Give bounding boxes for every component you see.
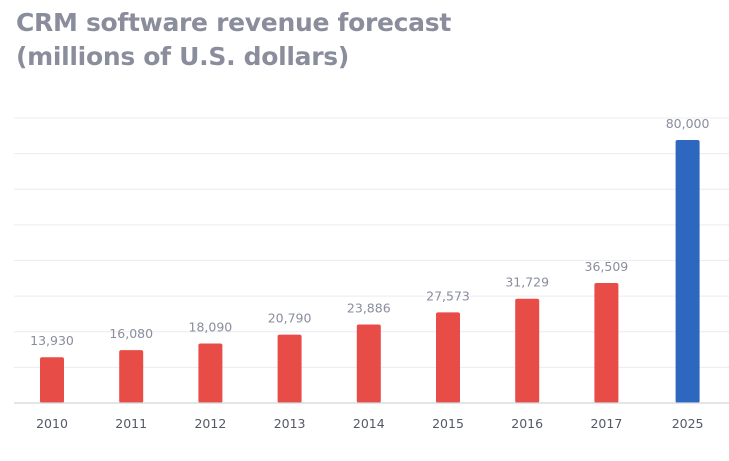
value-label-2011: 16,080 <box>109 326 153 341</box>
bar-2017 <box>594 282 619 403</box>
bar-2015 <box>436 312 460 403</box>
x-tick-label-2016: 2016 <box>511 416 543 431</box>
x-tick-label-2015: 2015 <box>432 416 464 431</box>
x-tick-label-2013: 2013 <box>274 416 306 431</box>
bar-2010 <box>40 357 64 403</box>
chart-title-line-2: (millions of U.S. dollars) <box>16 42 349 71</box>
bars <box>40 140 700 403</box>
x-tick-label-2010: 2010 <box>36 416 68 431</box>
bar-2016 <box>515 298 540 403</box>
bar-2025 <box>675 140 700 403</box>
x-tick-label-2011: 2011 <box>115 416 147 431</box>
bar-2011 <box>119 350 144 403</box>
chart-title-line-1: CRM software revenue forecast <box>16 8 451 37</box>
value-label-2015: 27,573 <box>426 288 470 303</box>
value-label-2013: 20,790 <box>268 311 312 326</box>
value-label-2014: 23,886 <box>347 300 391 315</box>
bar-2012 <box>198 343 223 403</box>
bar-2013 <box>277 334 302 403</box>
x-tick-label-2014: 2014 <box>353 416 385 431</box>
value-label-2016: 31,729 <box>505 275 549 290</box>
value-label-2010: 13,930 <box>30 333 74 348</box>
value-labels: 13,930 16,080 18,090 20,790 23,886 27,573 31,7… <box>30 116 709 348</box>
value-label-2012: 18,090 <box>189 320 233 335</box>
value-label-2025: 80,000 <box>666 116 710 131</box>
x-tick-label-2017: 2017 <box>590 416 622 431</box>
bar-2014 <box>356 324 381 403</box>
x-tick-label-2025: 2025 <box>672 416 704 431</box>
chart-title: CRM software revenue forecast (millions … <box>16 6 616 74</box>
x-tick-label-2012: 2012 <box>194 416 226 431</box>
x-tick-labels: 2010 2011 2012 2013 2014 2015 2016 2017 2025 <box>36 416 703 431</box>
value-label-2017: 36,509 <box>585 259 629 274</box>
